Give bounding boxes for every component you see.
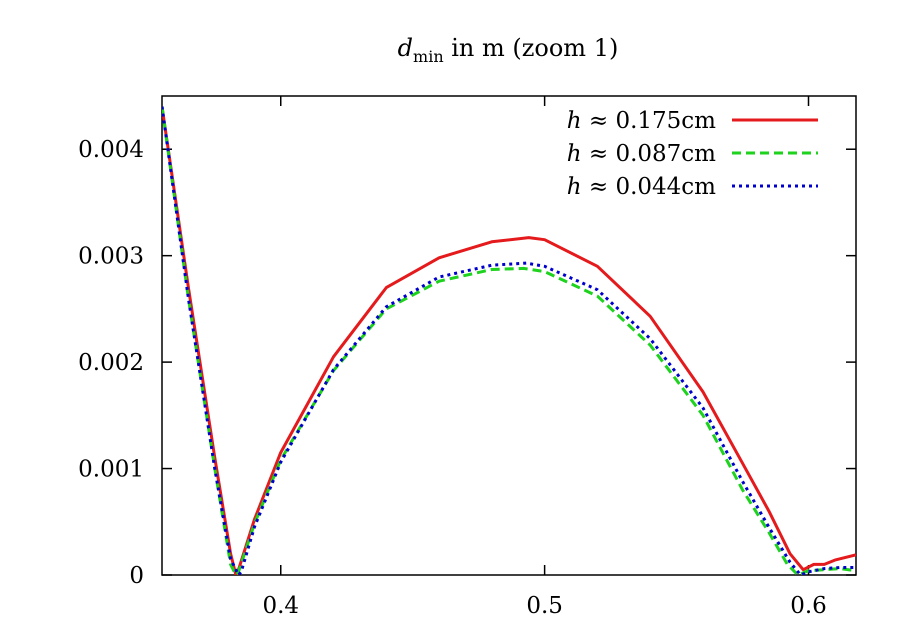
y-tick-label: 0.001	[78, 457, 144, 483]
series-line-3	[162, 106, 856, 575]
legend-label-rest: ≈ 0.044cm	[582, 174, 717, 200]
y-tick-label: 0	[129, 563, 144, 589]
legend-label-rest: ≈ 0.087cm	[582, 141, 717, 167]
legend-label-var: h	[567, 108, 582, 134]
x-tick-label: 0.4	[262, 593, 299, 619]
chart-title-rest: in m (zoom 1)	[444, 34, 619, 62]
legend-label-var: h	[567, 174, 582, 200]
plot-frame	[161, 95, 857, 576]
series-layer	[162, 106, 856, 575]
ticks: 0.4 0.5 0.6 0 0.001 0.002 0.003 0.004	[78, 96, 856, 619]
legend-label: h ≈ 0.175cm	[567, 108, 716, 134]
legend-label-rest: ≈ 0.175cm	[582, 108, 717, 134]
chart-title: dmin in m (zoom 1)	[398, 34, 619, 66]
y-tick-label: 0.002	[78, 350, 144, 376]
legend-label: h ≈ 0.044cm	[567, 174, 716, 200]
x-tick-label: 0.5	[526, 593, 563, 619]
series-line-1	[162, 106, 856, 575]
plot-border	[161, 95, 857, 576]
y-tick-label: 0.004	[78, 137, 144, 163]
y-tick-label: 0.003	[78, 244, 144, 270]
chart-title-var: d	[398, 34, 413, 62]
legend-label: h ≈ 0.087cm	[567, 141, 716, 167]
legend-label-var: h	[567, 141, 582, 167]
series-line-2	[162, 106, 856, 575]
chart-title-sub: min	[413, 47, 444, 66]
x-tick-label: 0.6	[790, 593, 827, 619]
